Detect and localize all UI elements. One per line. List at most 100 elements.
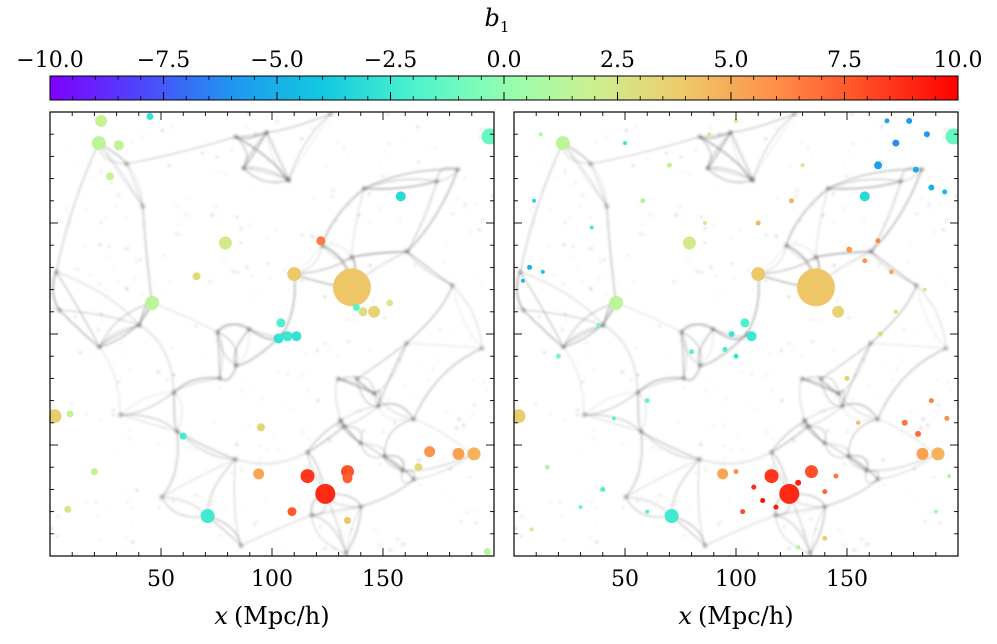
density-speckle [179,438,181,440]
density-filament [401,453,473,472]
density-speckle [879,328,881,330]
density-speckle [539,553,541,556]
colorbar-tick-label: 0.0 [487,48,522,73]
density-filament [869,284,918,345]
density-speckle [533,217,535,219]
density-speckle [789,164,792,167]
density-speckle [750,372,754,375]
density-speckle [459,520,463,523]
density-speckle [748,549,751,551]
density-speckle [813,319,816,322]
density-filament [173,376,221,394]
density-speckle [718,132,722,136]
density-speckle [913,202,916,205]
density-speckle [553,273,556,276]
colorbar-tick-label: −10.0 [16,48,83,73]
density-filament [266,132,290,180]
density-filament [377,402,415,421]
x-tick-label: 150 [826,567,868,592]
density-speckle [901,359,903,362]
density-speckle [110,257,112,260]
halo-point [800,163,805,168]
density-speckle [241,302,243,304]
density-speckle [264,497,267,500]
halo-point [928,398,934,404]
density-speckle [50,527,53,531]
density-speckle [350,528,353,531]
density-node [216,375,223,382]
density-speckle [434,146,437,150]
density-speckle [289,516,291,518]
density-filament [841,342,872,407]
density-speckle [166,378,169,381]
density-speckle [847,426,850,429]
density-node [335,375,342,382]
colorbar-tick-label: −7.5 [137,48,190,73]
density-speckle [590,500,593,503]
density-filament [288,113,332,180]
density-speckle [362,429,366,433]
density-speckle [546,164,549,166]
density-speckle [881,458,885,462]
density-node [702,542,709,549]
density-speckle [639,204,643,208]
density-speckle [401,542,406,547]
density-speckle [837,527,841,531]
density-speckle [55,534,59,538]
density-node [479,345,486,352]
density-speckle [676,420,679,423]
density-speckle [938,277,940,279]
density-speckle [378,206,382,211]
density-speckle [160,128,165,132]
density-filament [680,331,685,380]
halo-point [844,375,850,381]
density-speckle [105,217,108,220]
density-speckle [86,327,89,330]
halo-point [733,353,739,359]
halo-point [316,236,326,246]
density-filament [406,168,459,253]
density-speckle [346,156,349,159]
density-speckle [738,228,742,232]
density-speckle [571,244,575,248]
density-speckle [212,420,215,423]
density-speckle [117,380,121,384]
density-speckle [463,176,467,180]
halo-point [912,166,919,173]
density-speckle [310,234,315,239]
density-filament [698,451,773,465]
density-speckle [217,219,219,221]
density-speckle [774,234,779,239]
density-speckle [251,186,253,188]
density-speckle [213,172,215,174]
density-speckle [699,215,703,219]
density-speckle [867,247,871,252]
density-speckle [867,384,871,389]
halo-point [874,161,883,170]
density-speckle [927,203,931,207]
density-speckle [246,112,250,116]
density-speckle [383,316,387,320]
density-filament [287,113,332,181]
density-speckle [381,175,384,178]
density-speckle [926,423,930,428]
density-node [791,112,798,117]
density-speckle [107,244,111,248]
density-speckle [909,411,912,414]
density-speckle [133,276,136,279]
density-node [123,160,130,167]
density-speckle [703,227,707,231]
density-speckle [686,170,688,173]
density-node [696,133,703,140]
density-speckle [741,447,745,452]
density-speckle [52,307,56,311]
density-speckle [810,339,815,344]
density-speckle [915,212,919,216]
density-speckle [750,265,752,267]
density-filament [876,347,947,421]
density-speckle [263,439,265,441]
density-speckle [116,193,121,198]
density-speckle [75,135,77,137]
density-filament [699,328,714,367]
density-speckle [461,428,463,430]
